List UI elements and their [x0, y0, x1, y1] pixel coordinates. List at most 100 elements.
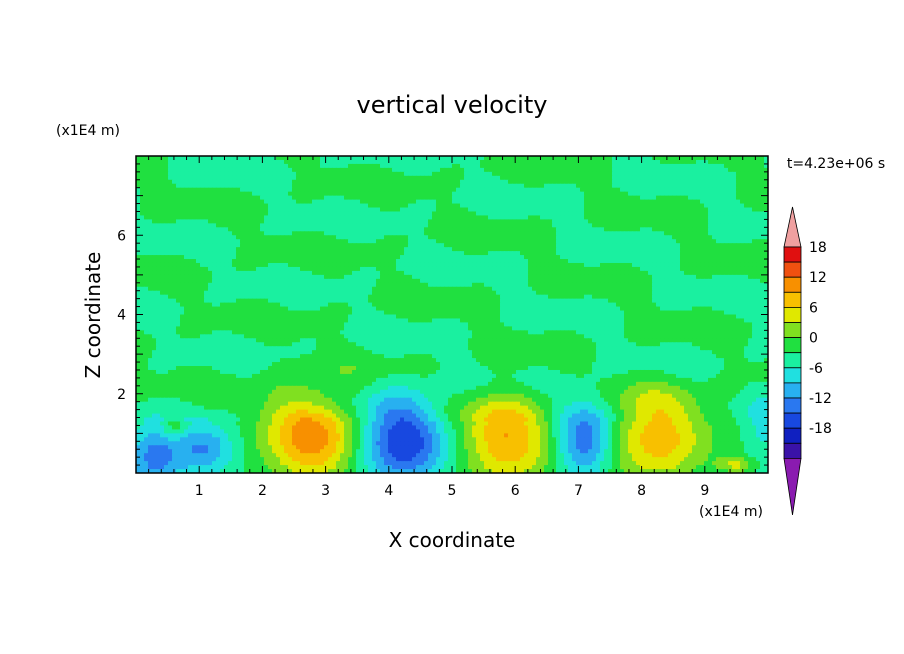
- field-cell: [420, 223, 425, 228]
- field-cell: [324, 211, 329, 217]
- field-cell: [508, 231, 513, 236]
- field-cell: [584, 239, 589, 244]
- field-cell: [684, 219, 689, 224]
- field-cell: [560, 211, 565, 217]
- field-cell: [300, 255, 305, 260]
- field-cell: [520, 247, 525, 252]
- field-cell: [300, 270, 305, 276]
- field-cell: [456, 179, 461, 185]
- field-cell: [576, 191, 581, 197]
- field-cell: [412, 179, 417, 185]
- field-cell: [612, 215, 617, 220]
- field-cell: [352, 255, 357, 260]
- field-cell: [756, 270, 761, 276]
- field-cell: [504, 243, 509, 248]
- field-cell: [708, 159, 713, 165]
- field-cell: [376, 199, 381, 205]
- field-cell: [720, 163, 725, 169]
- field-cell: [540, 223, 545, 228]
- field-cell: [248, 219, 253, 224]
- field-cell: [756, 159, 761, 165]
- field-cell: [604, 163, 609, 169]
- field-cell: [412, 183, 417, 189]
- field-cell: [584, 231, 589, 236]
- field-cell: [668, 235, 673, 240]
- field-cell: [260, 247, 265, 252]
- field-cell: [252, 207, 257, 213]
- field-cell: [216, 207, 221, 213]
- field-cell: [760, 163, 765, 169]
- field-cell: [396, 270, 401, 276]
- field-cell: [508, 239, 513, 244]
- field-cell: [752, 215, 757, 220]
- field-cell: [732, 175, 737, 181]
- field-cell: [388, 266, 393, 272]
- field-cell: [540, 255, 545, 260]
- field-cell: [352, 183, 357, 189]
- field-cell: [196, 179, 201, 185]
- field-cell: [704, 179, 709, 185]
- field-cell: [268, 243, 273, 248]
- field-cell: [656, 179, 661, 185]
- field-cell: [448, 219, 453, 224]
- field-cell: [324, 215, 329, 220]
- field-cell: [240, 235, 245, 240]
- field-cell: [500, 255, 505, 260]
- field-cell: [748, 266, 753, 272]
- field-cell: [540, 270, 545, 276]
- field-cell: [328, 231, 333, 236]
- field-cell: [540, 235, 545, 240]
- field-cell: [604, 167, 609, 173]
- field-cell: [496, 183, 501, 189]
- field-cell: [528, 247, 533, 252]
- field-cell: [632, 179, 637, 185]
- field-cell: [688, 262, 693, 268]
- field-cell: [672, 227, 677, 232]
- field-cell: [392, 183, 397, 189]
- field-cell: [408, 266, 413, 272]
- field-cell: [484, 211, 489, 217]
- field-cell: [176, 274, 181, 280]
- field-cell: [636, 270, 641, 276]
- field-cell: [444, 207, 449, 213]
- field-cell: [752, 255, 757, 260]
- field-cell: [436, 203, 441, 209]
- field-cell: [608, 251, 613, 256]
- field-cell: [308, 175, 313, 181]
- field-cell: [240, 266, 245, 272]
- field-cell: [756, 255, 761, 260]
- field-cell: [488, 223, 493, 228]
- field-cell: [452, 175, 457, 181]
- field-cell: [344, 235, 349, 240]
- field-cell: [464, 259, 469, 264]
- field-cell: [220, 211, 225, 217]
- field-cell: [188, 203, 193, 209]
- field-cell: [160, 270, 165, 276]
- field-cell: [336, 163, 341, 169]
- field-cell: [512, 159, 517, 165]
- field-cell: [384, 239, 389, 244]
- field-cell: [208, 191, 213, 197]
- field-cell: [548, 163, 553, 169]
- field-cell: [448, 203, 453, 209]
- field-cell: [744, 251, 749, 256]
- field-cell: [236, 231, 241, 236]
- field-cell: [720, 191, 725, 197]
- field-cell: [492, 266, 497, 272]
- field-cell: [216, 255, 221, 260]
- field-cell: [352, 231, 357, 236]
- field-cell: [440, 211, 445, 217]
- field-cell: [240, 239, 245, 244]
- field-cell: [428, 199, 433, 205]
- field-cell: [436, 255, 441, 260]
- field-cell: [336, 195, 341, 201]
- field-cell: [380, 239, 385, 244]
- field-cell: [540, 171, 545, 177]
- field-cell: [732, 183, 737, 189]
- field-cell: [336, 239, 341, 244]
- field-cell: [296, 262, 301, 268]
- field-cell: [384, 156, 389, 161]
- field-cell: [244, 156, 249, 161]
- field-cell: [308, 255, 313, 260]
- field-cell: [440, 227, 445, 232]
